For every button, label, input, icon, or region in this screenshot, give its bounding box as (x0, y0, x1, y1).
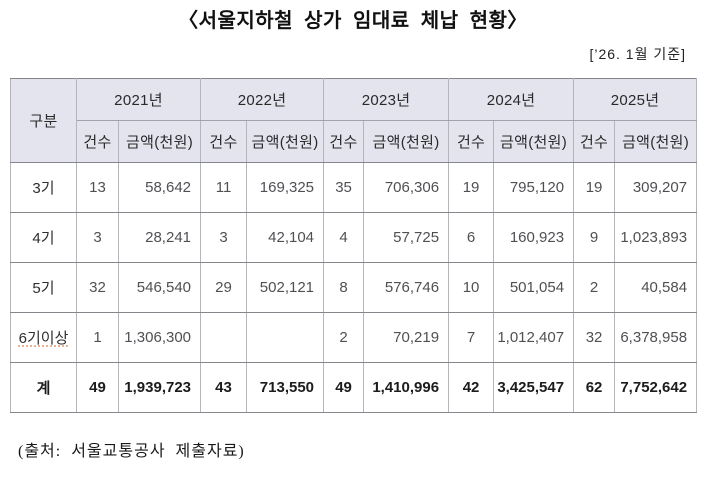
count-header: 건수 (573, 120, 616, 163)
year-header-2022: 2022년 (200, 78, 325, 121)
count-cell (200, 312, 248, 363)
count-cell: 2 (573, 262, 616, 313)
amount-header: 금액(천원) (493, 120, 575, 163)
count-cell: 42 (448, 362, 495, 413)
amount-cell: 169,325 (246, 162, 325, 213)
count-cell: 2 (323, 312, 365, 363)
year-header-2023: 2023년 (323, 78, 450, 121)
amount-cell: 1,410,996 (363, 362, 450, 413)
amount-cell: 576,746 (363, 262, 450, 313)
count-cell: 9 (573, 212, 616, 263)
amount-cell: 1,012,407 (493, 312, 575, 363)
sub-header-row: 건수 금액(천원) 건수 금액(천원) 건수 금액(천원) 건수 금액(천원) … (11, 120, 698, 163)
amount-cell: 57,725 (363, 212, 450, 263)
table-row-3기: 3기 13 58,642 11 169,325 35 706,306 19 79… (10, 162, 698, 213)
amount-cell: 7,752,642 (614, 362, 698, 413)
count-header: 건수 (200, 120, 248, 163)
amount-cell: 1,023,893 (614, 212, 698, 263)
count-cell: 4 (323, 212, 365, 263)
count-cell: 62 (573, 362, 616, 413)
count-header: 건수 (323, 120, 365, 163)
document-page: 〈서울지하철 상가 임대료 체납 현황〉 [’26. 1월 기준] 구분 202… (0, 8, 720, 461)
amount-cell: 160,923 (493, 212, 575, 263)
count-cell: 7 (448, 312, 495, 363)
row-label: 3기 (10, 162, 77, 213)
count-header: 건수 (76, 120, 119, 163)
year-header-2025: 2025년 (573, 78, 698, 121)
row-label: 4기 (10, 212, 77, 263)
count-cell: 3 (200, 212, 248, 263)
count-cell: 35 (323, 162, 365, 213)
amount-cell: 1,939,723 (117, 362, 202, 413)
amount-header: 금액(천원) (363, 120, 450, 163)
count-cell: 13 (76, 162, 119, 213)
amount-cell: 70,219 (363, 312, 450, 363)
count-cell: 43 (200, 362, 248, 413)
amount-cell: 706,306 (363, 162, 450, 213)
count-cell: 6 (448, 212, 495, 263)
amount-cell: 1,306,300 (117, 312, 202, 363)
amount-cell (246, 312, 325, 363)
table-row-6기이상: 6기이상 1 1,306,300 2 70,219 7 1,012,407 32… (10, 312, 698, 363)
amount-cell: 502,121 (246, 262, 325, 313)
amount-cell: 40,584 (614, 262, 698, 313)
count-cell: 19 (573, 162, 616, 213)
count-cell: 29 (200, 262, 248, 313)
count-cell: 49 (323, 362, 365, 413)
count-cell: 11 (200, 162, 248, 213)
count-cell: 32 (573, 312, 616, 363)
table-row-5기: 5기 32 546,540 29 502,121 8 576,746 10 50… (10, 262, 698, 313)
arrears-table: 구분 2021년 2022년 2023년 2024년 2025년 건수 금액(천… (10, 78, 698, 413)
count-cell: 3 (76, 212, 119, 263)
year-header-2024: 2024년 (448, 78, 575, 121)
count-header: 건수 (448, 120, 495, 163)
amount-cell: 546,540 (117, 262, 202, 313)
count-cell: 32 (76, 262, 119, 313)
count-cell: 1 (76, 312, 119, 363)
amount-cell: 309,207 (614, 162, 698, 213)
as-of-date: [’26. 1월 기준] (589, 46, 686, 62)
amount-cell: 58,642 (117, 162, 202, 213)
count-cell: 10 (448, 262, 495, 313)
amount-cell: 501,054 (493, 262, 575, 313)
amount-cell: 42,104 (246, 212, 325, 263)
amount-cell: 6,378,958 (614, 312, 698, 363)
amount-header: 금액(천원) (246, 120, 325, 163)
amount-header: 금액(천원) (117, 120, 202, 163)
amount-cell: 28,241 (117, 212, 202, 263)
corner-header: 구분 (10, 78, 77, 163)
row-label: 5기 (10, 262, 77, 313)
amount-cell: 795,120 (493, 162, 575, 213)
amount-header: 금액(천원) (614, 120, 698, 163)
amount-cell: 3,425,547 (493, 362, 575, 413)
year-header-row: 구분 2021년 2022년 2023년 2024년 2025년 (10, 78, 698, 163)
amount-cell: 713,550 (246, 362, 325, 413)
count-cell: 8 (323, 262, 365, 313)
table-row-total: 계 49 1,939,723 43 713,550 49 1,410,996 4… (10, 362, 698, 413)
row-label: 계 (10, 362, 77, 413)
year-header-2021: 2021년 (75, 78, 202, 121)
row-label: 6기이상 (10, 312, 77, 363)
table-row-4기: 4기 3 28,241 3 42,104 4 57,725 6 160,923 … (10, 212, 698, 263)
page-title: 〈서울지하철 상가 임대료 체납 현황〉 (178, 10, 528, 32)
count-cell: 19 (448, 162, 495, 213)
source-note: (출처: 서울교통공사 제출자료) (18, 443, 245, 460)
count-cell: 49 (76, 362, 119, 413)
